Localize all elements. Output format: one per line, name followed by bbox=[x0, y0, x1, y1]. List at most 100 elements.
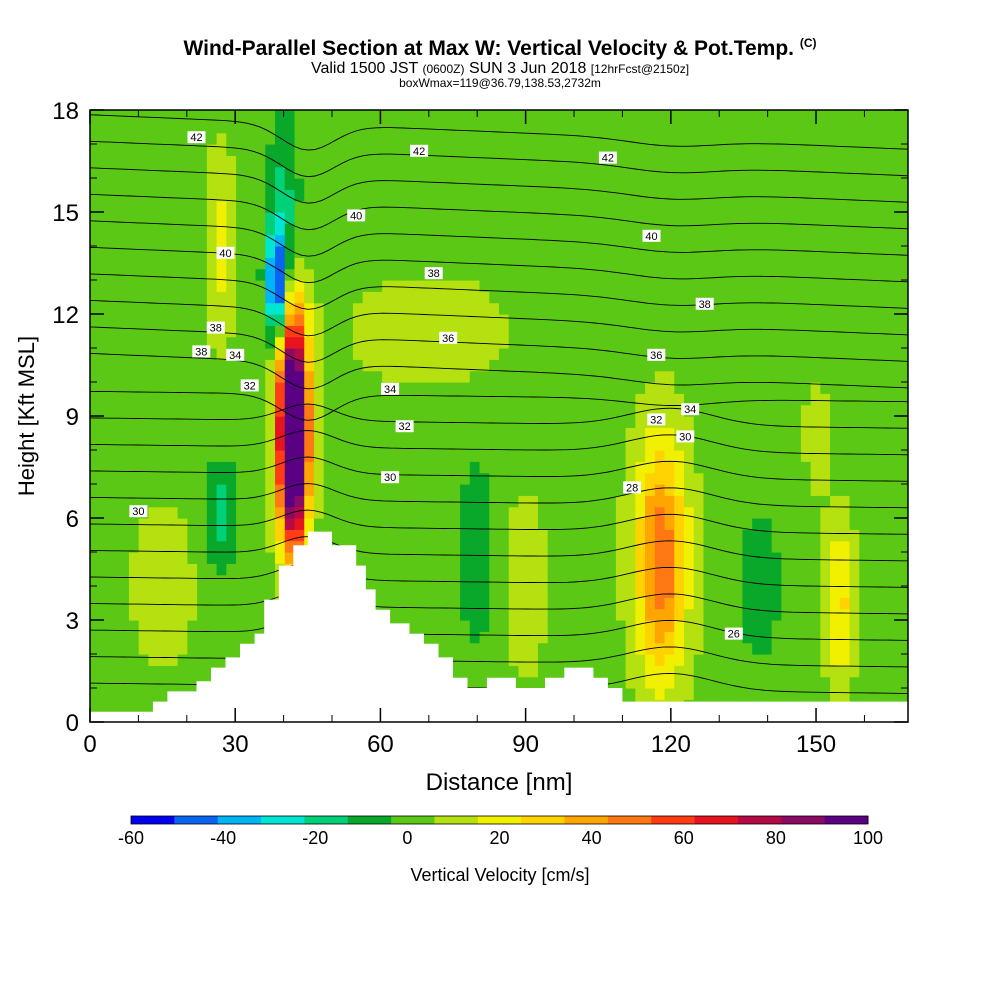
velocity-cell bbox=[810, 518, 821, 530]
velocity-cell bbox=[148, 688, 159, 700]
velocity-cell bbox=[849, 223, 860, 236]
velocity-cell bbox=[187, 654, 198, 666]
velocity-cell bbox=[752, 291, 763, 304]
velocity-cell bbox=[236, 631, 247, 644]
velocity-cell bbox=[537, 506, 549, 519]
velocity-cell bbox=[236, 325, 247, 338]
forecast-info: [12hrFcst@2150z] bbox=[590, 62, 690, 76]
velocity-cell bbox=[752, 540, 763, 553]
velocity-cell bbox=[499, 121, 510, 134]
velocity-cell bbox=[625, 495, 636, 508]
velocity-cell bbox=[606, 676, 617, 689]
velocity-cell bbox=[615, 155, 627, 168]
velocity-cell bbox=[352, 200, 364, 213]
velocity-cell bbox=[138, 699, 150, 712]
velocity-cell bbox=[362, 495, 374, 508]
velocity-cell bbox=[586, 178, 597, 190]
velocity-cell bbox=[528, 302, 539, 315]
velocity-cell bbox=[450, 427, 461, 440]
velocity-cell bbox=[752, 121, 763, 134]
colorbar-tick-label: -20 bbox=[302, 828, 328, 848]
velocity-cell bbox=[226, 393, 237, 406]
velocity-cell bbox=[226, 518, 237, 530]
velocity-cell bbox=[479, 144, 490, 156]
velocity-cell bbox=[898, 654, 908, 666]
velocity-cell bbox=[236, 314, 247, 326]
velocity-cell bbox=[625, 404, 636, 417]
velocity-cell bbox=[693, 268, 705, 281]
velocity-cell bbox=[576, 404, 588, 417]
velocity-cell bbox=[372, 495, 383, 508]
velocity-cell bbox=[615, 540, 627, 553]
velocity-cell bbox=[158, 608, 169, 621]
velocity-cell bbox=[722, 280, 734, 292]
velocity-cell bbox=[206, 348, 218, 360]
velocity-cell bbox=[800, 586, 812, 598]
velocity-cell bbox=[187, 608, 198, 621]
velocity-cell bbox=[839, 518, 851, 530]
velocity-cell bbox=[645, 393, 656, 406]
velocity-cell bbox=[713, 144, 724, 156]
velocity-cell bbox=[849, 438, 860, 451]
velocity-cell bbox=[898, 110, 908, 122]
velocity-cell bbox=[313, 246, 325, 258]
velocity-cell bbox=[839, 200, 851, 213]
velocity-cell bbox=[109, 234, 120, 247]
velocity-cell bbox=[528, 484, 539, 496]
velocity-cell bbox=[99, 291, 111, 304]
velocity-cell bbox=[460, 382, 471, 394]
velocity-cell bbox=[645, 552, 656, 564]
velocity-cell bbox=[304, 212, 315, 224]
velocity-cell bbox=[635, 246, 646, 258]
velocity-cell bbox=[869, 620, 880, 632]
velocity-cell bbox=[800, 540, 812, 553]
velocity-cell bbox=[323, 461, 335, 474]
velocity-cell bbox=[606, 563, 617, 576]
velocity-cell bbox=[323, 359, 335, 372]
velocity-cell bbox=[430, 132, 442, 145]
velocity-cell bbox=[313, 189, 325, 202]
velocity-cell bbox=[333, 506, 344, 519]
velocity-cell bbox=[265, 314, 276, 326]
velocity-cell bbox=[518, 155, 529, 168]
velocity-cell bbox=[440, 484, 451, 496]
velocity-cell bbox=[216, 540, 227, 553]
velocity-cell bbox=[722, 348, 734, 360]
velocity-cell bbox=[732, 518, 744, 530]
velocity-cell bbox=[674, 404, 685, 417]
velocity-cell bbox=[664, 540, 675, 553]
velocity-cell bbox=[849, 314, 860, 326]
velocity-cell bbox=[138, 223, 150, 236]
velocity-cell bbox=[440, 427, 451, 440]
velocity-cell bbox=[236, 234, 247, 247]
velocity-cell bbox=[216, 427, 227, 440]
velocity-cell bbox=[810, 132, 821, 145]
velocity-cell bbox=[489, 359, 500, 372]
velocity-cell bbox=[518, 506, 529, 519]
velocity-cell bbox=[684, 144, 695, 156]
velocity-cell bbox=[421, 427, 432, 440]
velocity-cell bbox=[167, 359, 179, 372]
velocity-cell bbox=[810, 200, 821, 213]
velocity-cell bbox=[869, 495, 880, 508]
velocity-cell bbox=[294, 280, 305, 292]
velocity-cell bbox=[411, 348, 422, 360]
velocity-cell bbox=[382, 438, 393, 451]
velocity-cell bbox=[128, 178, 140, 190]
velocity-cell bbox=[732, 586, 744, 598]
velocity-cell bbox=[109, 574, 120, 587]
velocity-cell bbox=[635, 234, 646, 247]
velocity-cell bbox=[761, 404, 773, 417]
velocity-cell bbox=[528, 620, 539, 632]
velocity-cell bbox=[508, 212, 520, 224]
velocity-cell bbox=[226, 166, 237, 179]
velocity-cell bbox=[752, 280, 763, 292]
velocity-cell bbox=[576, 348, 588, 360]
velocity-cell bbox=[401, 291, 412, 304]
velocity-cell bbox=[810, 336, 821, 349]
velocity-cell bbox=[323, 495, 335, 508]
velocity-cell bbox=[674, 450, 685, 462]
velocity-cell bbox=[820, 144, 831, 156]
velocity-cell bbox=[781, 608, 792, 621]
velocity-cell bbox=[839, 586, 851, 598]
